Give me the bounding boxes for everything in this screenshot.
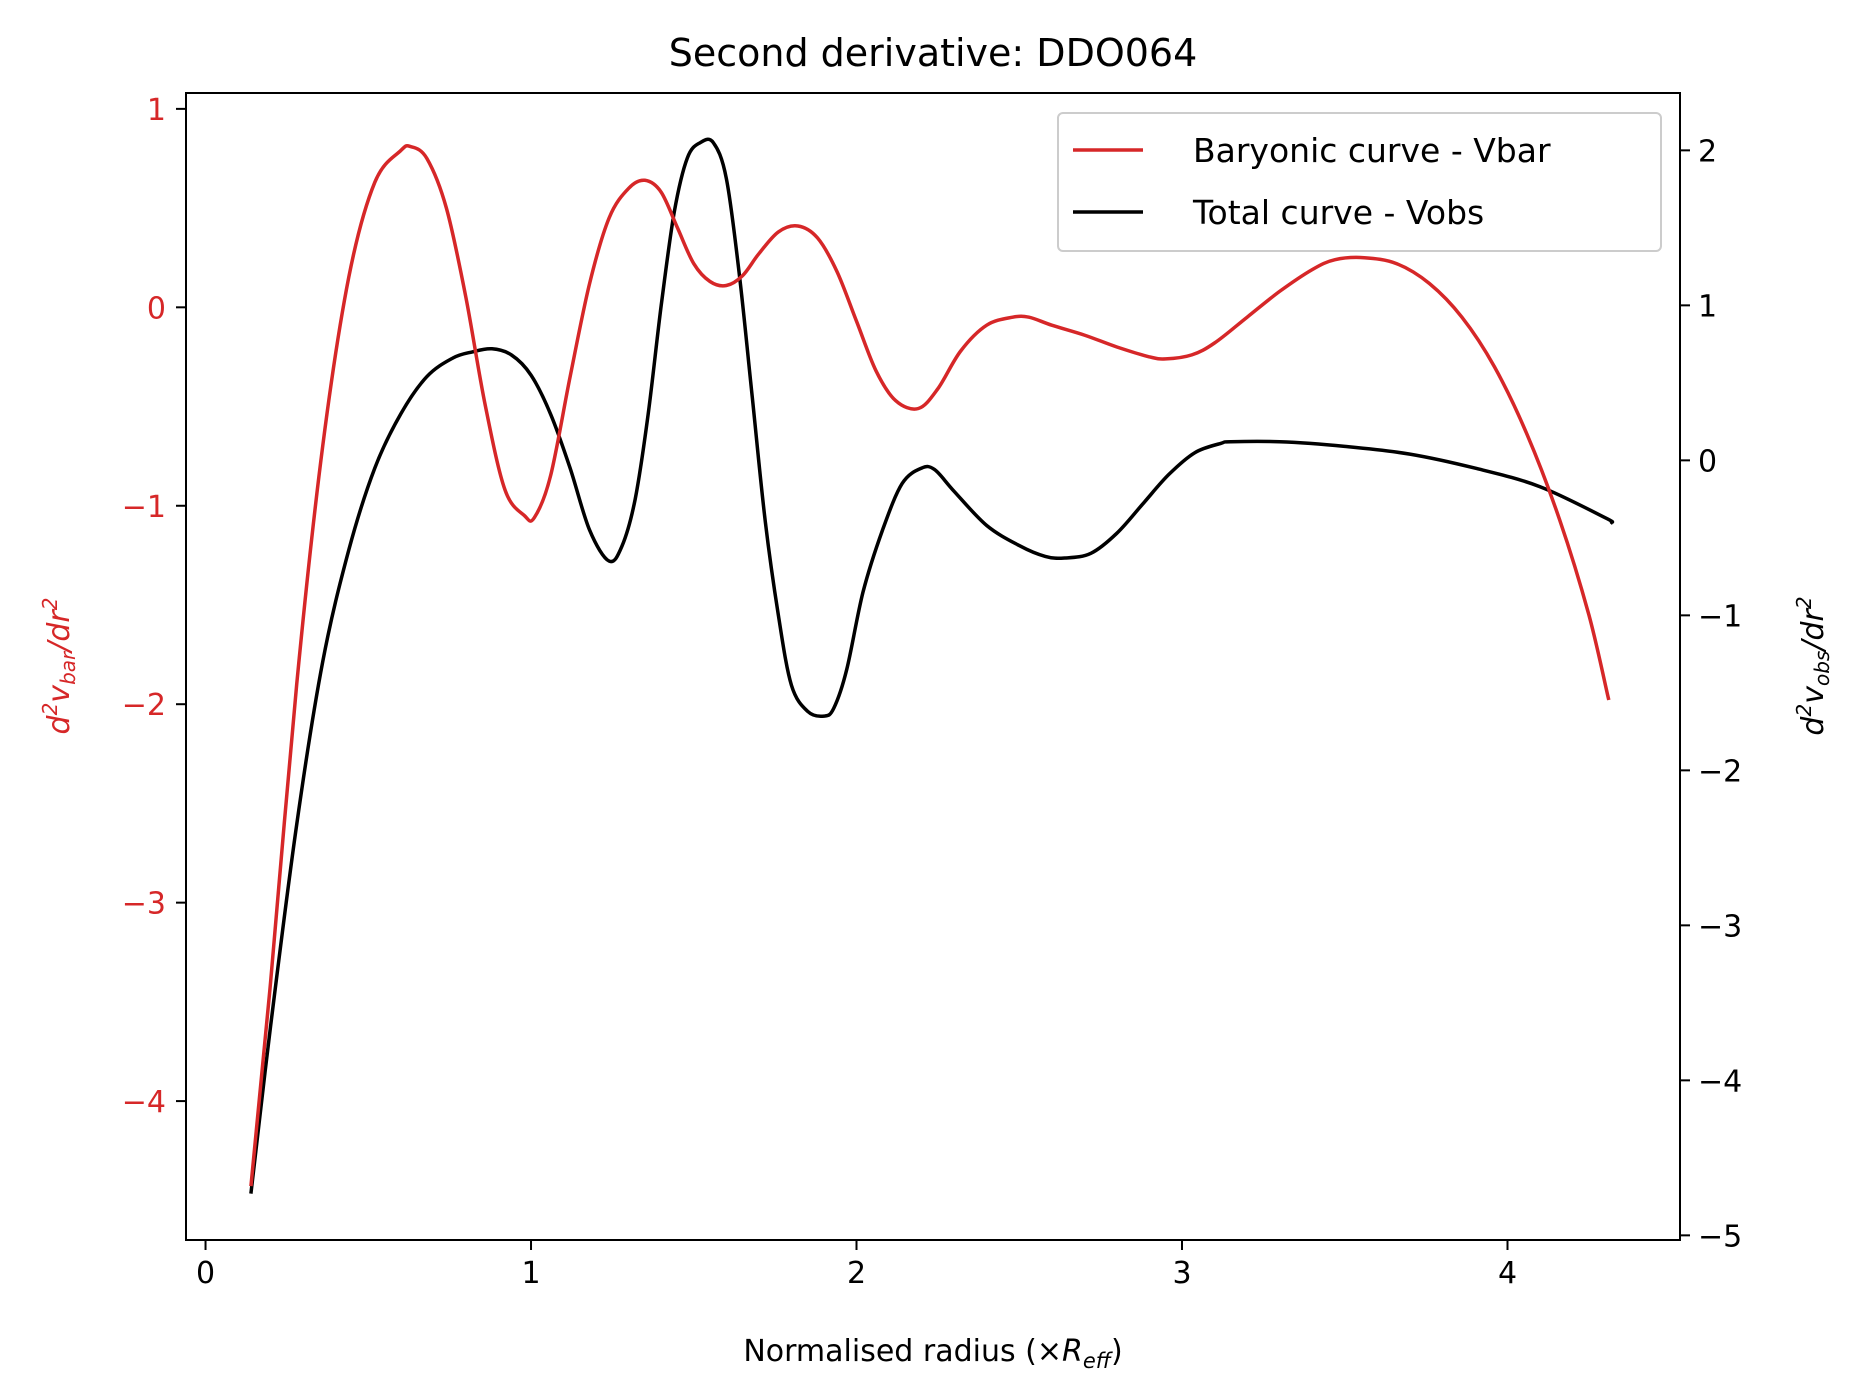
series-layer (249, 137, 1615, 1194)
series-line-vbar (249, 143, 1611, 1187)
legend-label-vobs: Total curve - Vobs (1192, 193, 1484, 232)
y-left-tick-label: 0 (147, 291, 166, 326)
x-tick-label: 4 (1498, 1256, 1517, 1291)
x-tick-label: 3 (1172, 1256, 1191, 1291)
y-left-tick-label: −4 (122, 1085, 166, 1120)
plot-frame (185, 92, 1681, 1241)
y-right-tick-label: −3 (1698, 909, 1742, 944)
y-axis-title-left: d2vbar/dr2 (38, 598, 80, 735)
legend-box (1057, 112, 1662, 252)
y-left-tick-label: −1 (122, 490, 166, 525)
y-right-tick-label: 0 (1698, 444, 1717, 479)
y-left-tick-label: −2 (122, 688, 166, 723)
y-right-tick-label: −5 (1698, 1219, 1742, 1254)
legend-label-vbar: Baryonic curve - Vbar (1193, 131, 1551, 170)
y-right-tick-label: 1 (1698, 289, 1717, 324)
x-tick-label: 0 (196, 1256, 215, 1291)
y-right-tick-label: −2 (1698, 754, 1742, 789)
tick-layer: 0 1 2 3 4 1 0 −1 −2 −3 −4 2 1 0 −1 −2 −3 −4 −5 (122, 93, 1742, 1291)
y-axis-title-right: d2vobs/dr2 (1792, 596, 1834, 735)
y-right-tick-label: 2 (1698, 134, 1717, 169)
legend: Baryonic curve - Vbar Total curve - Vobs (1057, 112, 1662, 252)
y-right-tick-label: −1 (1698, 599, 1742, 634)
y-left-tick-label: 1 (147, 93, 166, 128)
series-line-vobs (249, 137, 1615, 1194)
chart-title: Second derivative: DDO064 (669, 31, 1198, 75)
x-tick-label: 1 (521, 1256, 540, 1291)
y-right-tick-label: −4 (1698, 1064, 1742, 1099)
x-axis-title: Normalised radius (×Reff) (743, 1334, 1122, 1373)
y-left-tick-label: −3 (122, 887, 166, 922)
x-tick-label: 2 (847, 1256, 866, 1291)
